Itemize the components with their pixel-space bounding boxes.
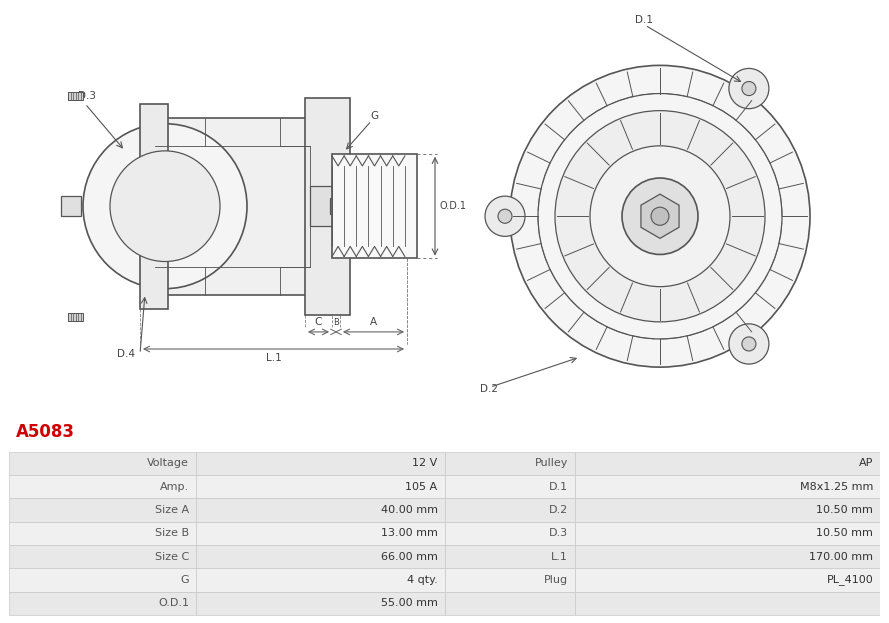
Text: AP: AP [859,459,873,468]
Text: Voltage: Voltage [148,459,189,468]
Text: A: A [370,317,377,327]
Bar [575,592,880,615]
Circle shape [729,69,769,108]
Text: G: G [371,111,379,121]
Polygon shape [641,194,679,239]
Text: 170.00 mm: 170.00 mm [809,551,873,561]
Bar [575,521,880,545]
Bar [196,592,444,615]
Bar [444,521,575,545]
Text: D.3: D.3 [549,528,568,538]
Circle shape [110,151,220,262]
Bar [196,498,444,521]
Text: 10.50 mm: 10.50 mm [816,505,873,515]
Bar [196,521,444,545]
Bar [9,568,196,592]
Text: D.2: D.2 [480,384,498,394]
Bar [68,92,83,100]
Bar [444,568,575,592]
Bar [9,521,196,545]
Circle shape [498,209,512,223]
Bar [575,475,880,498]
Circle shape [729,324,769,364]
Bar [332,154,417,259]
Text: D.1: D.1 [549,482,568,492]
Bar [444,452,575,475]
Bar [9,452,196,475]
Text: D.4: D.4 [117,349,135,359]
Text: G: G [180,575,189,585]
Text: Size A: Size A [155,505,189,515]
Text: Size C: Size C [155,551,189,561]
Bar [68,313,83,321]
Circle shape [83,124,247,288]
Circle shape [590,146,730,287]
Text: O.D.1: O.D.1 [440,201,467,211]
Text: Amp.: Amp. [160,482,189,492]
Circle shape [510,65,810,367]
Text: B: B [333,318,339,327]
Text: 55.00 mm: 55.00 mm [380,598,437,608]
Bar [196,545,444,568]
Bar [9,475,196,498]
Text: 4 qty.: 4 qty. [407,575,437,585]
Bar [140,103,168,309]
Circle shape [622,178,698,254]
Bar [305,98,350,315]
Circle shape [742,82,756,95]
Bar [9,592,196,615]
Bar [575,498,880,521]
Bar [196,475,444,498]
Text: O.D.1: O.D.1 [158,598,189,608]
Bar [444,545,575,568]
Text: D.3: D.3 [78,90,96,100]
Circle shape [555,111,765,322]
Text: D.2: D.2 [549,505,568,515]
Circle shape [742,337,756,351]
Bar [444,592,575,615]
Circle shape [485,196,525,236]
Text: 40.00 mm: 40.00 mm [380,505,437,515]
Text: 10.50 mm: 10.50 mm [816,528,873,538]
Bar [575,545,880,568]
Text: L.1: L.1 [551,551,568,561]
Text: Size B: Size B [155,528,189,538]
Text: A5083: A5083 [16,424,75,442]
Bar [196,568,444,592]
Text: D.1: D.1 [635,15,653,25]
Bar [9,498,196,521]
Bar [444,498,575,521]
Bar [575,452,880,475]
Text: PL_4100: PL_4100 [827,574,873,586]
Bar [150,118,320,295]
Text: C: C [315,317,322,327]
Bar [310,186,332,226]
Text: M8x1.25 mm: M8x1.25 mm [800,482,873,492]
Text: 13.00 mm: 13.00 mm [380,528,437,538]
Text: Pulley: Pulley [535,459,568,468]
Circle shape [651,207,669,226]
Text: Plug: Plug [544,575,568,585]
Bar [61,196,81,216]
Bar [196,452,444,475]
Text: 12 V: 12 V [412,459,437,468]
Bar [330,198,347,214]
Text: 105 A: 105 A [405,482,437,492]
Text: 66.00 mm: 66.00 mm [380,551,437,561]
Bar [9,545,196,568]
Bar [444,475,575,498]
Text: L.1: L.1 [266,353,282,363]
Bar [575,568,880,592]
